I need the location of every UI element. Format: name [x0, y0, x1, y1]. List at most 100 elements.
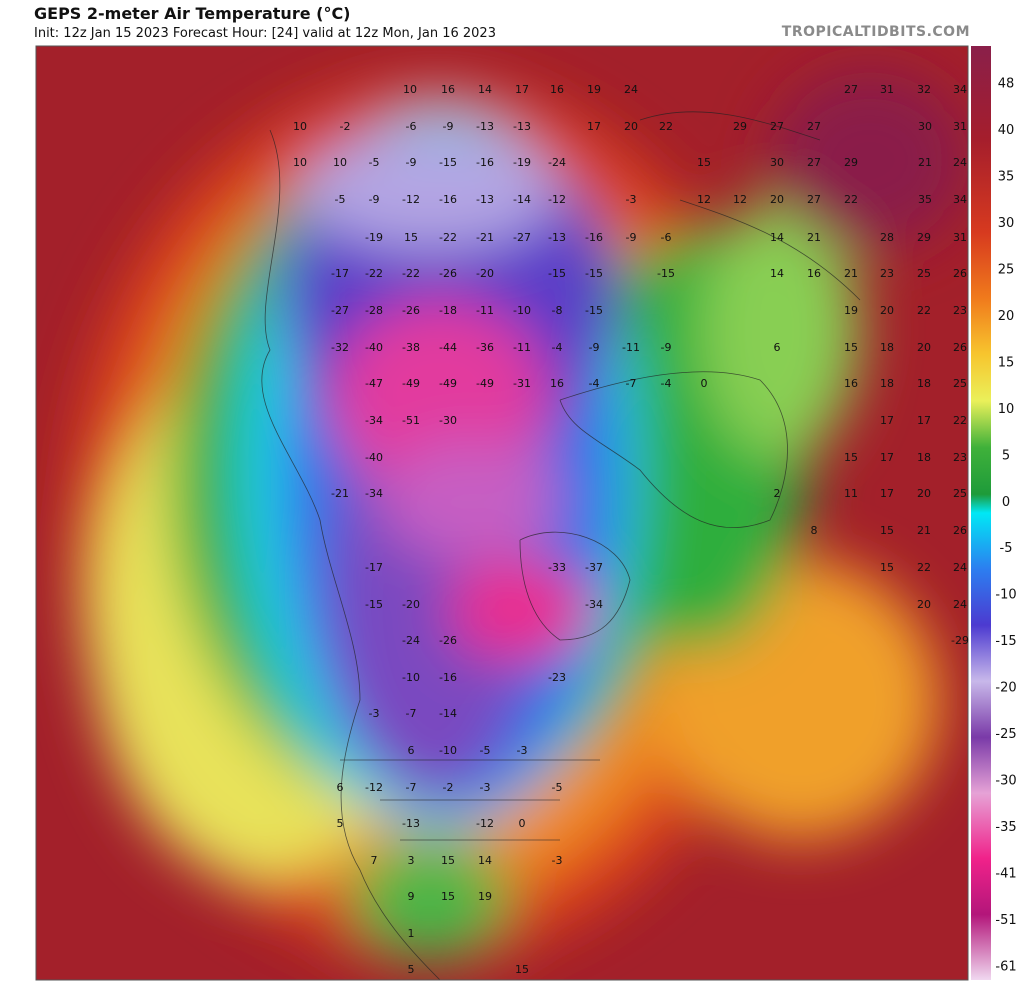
temperature-label: 22: [917, 304, 931, 317]
temperature-label: -5: [552, 781, 563, 794]
temperature-label: -37: [585, 561, 603, 574]
temperature-label: -12: [402, 193, 420, 206]
temperature-label: 34: [953, 83, 967, 96]
temperature-label: -40: [365, 451, 383, 464]
temperature-label: 16: [807, 267, 821, 280]
colorbar: [971, 46, 991, 980]
temperature-label: 28: [880, 231, 894, 244]
temperature-label: -6: [661, 231, 672, 244]
temperature-label: 2: [774, 487, 781, 500]
temperature-label: 23: [953, 451, 967, 464]
temperature-label: -12: [476, 817, 494, 830]
temperature-label: -23: [548, 671, 566, 684]
temperature-label: -4: [661, 377, 672, 390]
colorbar-tick-label: 0: [1002, 495, 1010, 510]
temperature-label: -3: [517, 744, 528, 757]
temperature-label: 22: [659, 120, 673, 133]
temperature-label: 23: [880, 267, 894, 280]
temperature-label: 22: [953, 414, 967, 427]
temperature-label: 29: [733, 120, 747, 133]
temperature-label: -2: [340, 120, 351, 133]
colorbar-tick-label: 25: [998, 262, 1015, 277]
map-frame: [35, 45, 969, 981]
temperature-label: -6: [406, 120, 417, 133]
temperature-label: -17: [365, 561, 383, 574]
temperature-label: -16: [439, 671, 457, 684]
colorbar-tick-label: -35: [995, 820, 1016, 835]
temperature-label: -4: [552, 341, 563, 354]
temperature-label: 24: [953, 156, 967, 169]
temperature-label: 22: [917, 561, 931, 574]
temperature-label: -11: [476, 304, 494, 317]
temperature-label: -3: [626, 193, 637, 206]
temperature-label: 17: [917, 414, 931, 427]
colorbar-tick-label: 10: [998, 402, 1015, 417]
temperature-label: -15: [365, 598, 383, 611]
temperature-label: 15: [441, 890, 455, 903]
colorbar-tick-label: -41: [995, 867, 1016, 882]
temperature-label: 20: [624, 120, 638, 133]
temperature-label: 25: [917, 267, 931, 280]
temperature-label: -21: [476, 231, 494, 244]
temperature-label: 27: [807, 120, 821, 133]
temperature-label: 24: [953, 561, 967, 574]
temperature-label: 26: [953, 341, 967, 354]
temperature-label: -22: [365, 267, 383, 280]
temperature-label: 32: [917, 83, 931, 96]
temperature-label: -40: [365, 341, 383, 354]
temperature-label: 27: [844, 83, 858, 96]
temperature-label: -34: [365, 414, 383, 427]
temperature-label: -7: [406, 707, 417, 720]
temperature-label: -13: [548, 231, 566, 244]
temperature-label: 17: [587, 120, 601, 133]
temperature-label: 20: [770, 193, 784, 206]
temperature-label: 8: [811, 524, 818, 537]
temperature-label: 10: [293, 156, 307, 169]
temperature-label: 15: [441, 854, 455, 867]
map-title: GEPS 2-meter Air Temperature (°C): [34, 4, 351, 23]
temperature-label: -3: [369, 707, 380, 720]
temperature-label: 16: [441, 83, 455, 96]
temperature-label: -29: [951, 634, 969, 647]
temperature-label: 35: [918, 193, 932, 206]
temperature-label: -24: [548, 156, 566, 169]
colorbar-tick-label: -30: [995, 774, 1016, 789]
temperature-label: 16: [844, 377, 858, 390]
temperature-label: -7: [626, 377, 637, 390]
temperature-label: -20: [476, 267, 494, 280]
temperature-label: -44: [439, 341, 457, 354]
temperature-label: -34: [585, 598, 603, 611]
temperature-label: -9: [406, 156, 417, 169]
temperature-label: 14: [770, 267, 784, 280]
temperature-label: -10: [439, 744, 457, 757]
temperature-label: 24: [624, 83, 638, 96]
temperature-label: -26: [402, 304, 420, 317]
temperature-label: -49: [402, 377, 420, 390]
temperature-label: 27: [807, 193, 821, 206]
temperature-label: -16: [476, 156, 494, 169]
temperature-label: 31: [953, 120, 967, 133]
temperature-label: 3: [408, 854, 415, 867]
temperature-label: 21: [807, 231, 821, 244]
temperature-label: 9: [408, 890, 415, 903]
colorbar-tick-label: 48: [998, 77, 1015, 92]
temperature-label: -34: [365, 487, 383, 500]
temperature-label: 19: [844, 304, 858, 317]
temperature-label: -14: [439, 707, 457, 720]
temperature-label: 17: [880, 487, 894, 500]
temperature-label: -15: [657, 267, 675, 280]
temperature-label: 30: [770, 156, 784, 169]
temperature-label: -28: [365, 304, 383, 317]
temperature-label: 17: [880, 451, 894, 464]
temperature-label: -17: [331, 267, 349, 280]
temperature-label: 20: [917, 598, 931, 611]
temperature-label: 10: [403, 83, 417, 96]
temperature-label: 27: [770, 120, 784, 133]
temperature-label: -19: [365, 231, 383, 244]
temperature-label: 18: [917, 451, 931, 464]
temperature-label: 26: [953, 267, 967, 280]
temperature-label: -15: [548, 267, 566, 280]
temperature-label: -19: [513, 156, 531, 169]
